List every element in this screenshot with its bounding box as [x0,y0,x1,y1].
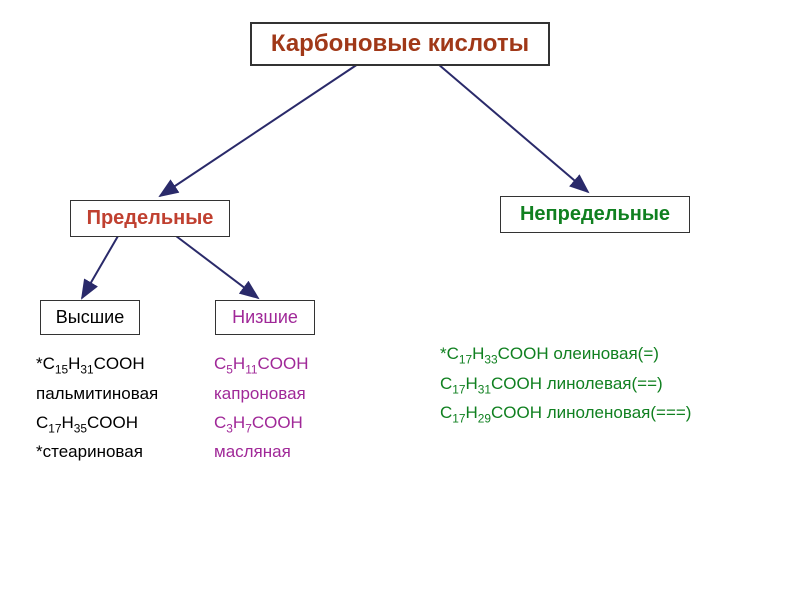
example-line: масляная [214,438,309,467]
example-line: C5H11COOH [214,350,309,380]
unsaturated-box: Непредельные [500,196,690,233]
example-line: *стеариновая [36,438,158,467]
higher-label: Высшие [56,307,124,327]
higher-box: Высшие [40,300,140,335]
title-text: Карбоновые кислоты [271,30,529,57]
example-line: C17H29COOH линоленовая(===) [440,399,691,429]
saturated-label: Предельные [87,207,214,229]
lower-box: Низшие [215,300,315,335]
example-line: *C15H31COOH [36,350,158,380]
example-line: C17H31COOH линолевая(==) [440,370,691,400]
connector-arrow [160,64,358,196]
title-box: Карбоновые кислоты [250,22,550,66]
example-line: C3H7COOH [214,409,309,439]
lower-label: Низшие [232,307,298,327]
unsaturated-label: Непредельные [520,203,670,225]
example-line: *C17H33COOH олеиновая(=) [440,340,691,370]
example-line: капроновая [214,380,309,409]
higher-examples: *C15H31COOHпальмитиноваяC17H35COOH*стеар… [36,350,158,467]
example-line: пальмитиновая [36,380,158,409]
saturated-box: Предельные [70,200,230,237]
connector-arrow [82,236,118,298]
connector-arrow [438,64,588,192]
connector-arrow [176,236,258,298]
unsaturated-examples: *C17H33COOH олеиновая(=)C17H31COOH линол… [440,340,691,429]
lower-examples: C5H11COOHкапроноваяC3H7COOHмасляная [214,350,309,467]
example-line: C17H35COOH [36,409,158,439]
